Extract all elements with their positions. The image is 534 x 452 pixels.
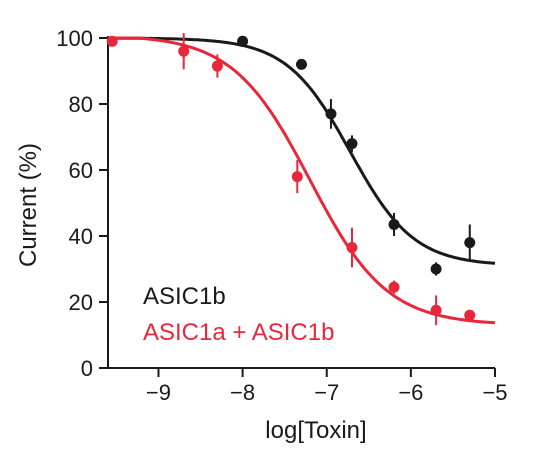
x-tick-label: −9 <box>146 380 171 405</box>
data-point <box>106 35 118 47</box>
y-tick-label: 0 <box>81 356 93 381</box>
data-point <box>178 45 190 57</box>
y-axis-title: Current (%) <box>15 143 42 267</box>
x-axis-ticks: −9 −8 −7 −6 −5 <box>146 368 508 405</box>
data-point <box>430 304 442 316</box>
data-point <box>291 171 303 183</box>
y-tick-label: 60 <box>69 158 93 183</box>
data-points <box>106 33 476 326</box>
data-point <box>237 35 249 47</box>
y-tick-label: 80 <box>69 92 93 117</box>
data-point <box>430 263 442 275</box>
legend-entry-asic1b: ASIC1b <box>143 283 226 310</box>
x-tick-label: −7 <box>314 380 339 405</box>
fit-curve-asic1a-asic1b <box>108 36 496 325</box>
data-point <box>388 281 400 293</box>
y-axis-ticks: 0 20 40 60 80 100 <box>56 26 108 381</box>
fit-curves <box>108 36 496 325</box>
data-point <box>346 138 358 150</box>
fit-curve-asic1b <box>108 36 496 265</box>
data-point <box>296 58 307 70</box>
x-tick-label: −5 <box>482 380 507 405</box>
data-point <box>464 237 476 249</box>
x-tick-label: −6 <box>398 380 423 405</box>
legend-entry-asic1a-asic1b: ASIC1a + ASIC1b <box>143 319 334 346</box>
axes <box>107 36 495 369</box>
data-point <box>211 60 223 72</box>
y-tick-label: 40 <box>69 224 93 249</box>
data-point <box>346 242 358 254</box>
x-axis-title: log[Toxin] <box>265 417 366 444</box>
data-point <box>325 108 337 120</box>
data-point <box>388 218 400 230</box>
data-point <box>464 309 476 321</box>
y-tick-label: 20 <box>69 290 93 315</box>
y-tick-label: 100 <box>56 26 93 51</box>
x-tick-label: −8 <box>230 380 255 405</box>
